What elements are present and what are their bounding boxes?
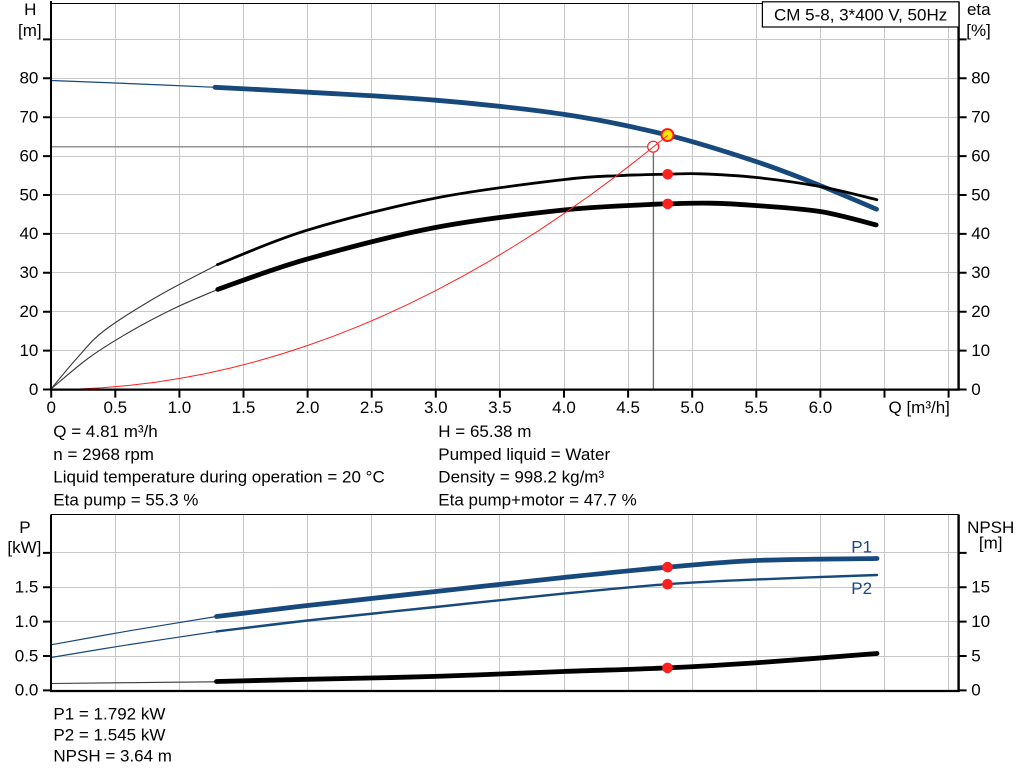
svg-text:1.5: 1.5 [232,398,256,417]
svg-text:H: H [24,0,36,19]
svg-text:0: 0 [971,380,980,399]
svg-text:[m]: [m] [18,21,42,40]
svg-text:30: 30 [19,263,38,282]
svg-text:P2 = 1.545 kW: P2 = 1.545 kW [53,726,165,745]
svg-text:[kW]: [kW] [7,538,41,557]
svg-text:70: 70 [19,108,38,127]
svg-text:0: 0 [46,398,55,417]
svg-text:6.0: 6.0 [809,398,833,417]
svg-text:10: 10 [971,341,990,360]
svg-text:20: 20 [19,302,38,321]
svg-text:Density = 998.2 kg/m³: Density = 998.2 kg/m³ [438,468,604,487]
svg-text:40: 40 [971,224,990,243]
svg-text:60: 60 [971,146,990,165]
svg-text:0: 0 [29,380,38,399]
svg-text:Q = 4.81 m³/h: Q = 4.81 m³/h [53,422,157,441]
svg-text:1.5: 1.5 [15,578,39,597]
svg-text:0: 0 [971,681,980,700]
svg-text:H = 65.38 m: H = 65.38 m [438,422,531,441]
svg-text:5: 5 [971,646,980,665]
svg-text:P: P [19,518,30,537]
svg-text:Eta pump+motor = 47.7 %: Eta pump+motor = 47.7 % [438,491,636,510]
svg-text:[%]: [%] [966,21,991,40]
svg-text:80: 80 [971,69,990,88]
svg-text:30: 30 [971,263,990,282]
svg-text:5.0: 5.0 [680,398,704,417]
svg-text:n = 2968 rpm: n = 2968 rpm [53,445,154,464]
svg-text:10: 10 [971,612,990,631]
svg-text:[m]: [m] [979,534,1003,553]
svg-text:4.0: 4.0 [552,398,576,417]
svg-text:NPSH: NPSH [967,518,1014,537]
svg-text:15: 15 [971,578,990,597]
svg-text:CM 5-8, 3*400 V, 50Hz: CM 5-8, 3*400 V, 50Hz [774,6,947,25]
svg-text:0.5: 0.5 [15,646,39,665]
svg-text:50: 50 [971,185,990,204]
svg-text:P1: P1 [851,538,872,557]
svg-text:5.5: 5.5 [744,398,768,417]
svg-text:2.5: 2.5 [360,398,384,417]
svg-text:60: 60 [19,146,38,165]
svg-text:Q [m³/h]: Q [m³/h] [889,398,950,417]
svg-text:3.5: 3.5 [488,398,512,417]
svg-text:10: 10 [19,341,38,360]
svg-text:NPSH = 3.64 m: NPSH = 3.64 m [53,747,172,766]
svg-text:20: 20 [971,302,990,321]
svg-text:Pumped liquid = Water: Pumped liquid = Water [438,445,610,464]
svg-text:P1 = 1.792 kW: P1 = 1.792 kW [53,705,165,724]
svg-text:Eta pump = 55.3 %: Eta pump = 55.3 % [53,491,198,510]
svg-text:50: 50 [19,185,38,204]
svg-text:P2: P2 [851,579,872,598]
svg-text:40: 40 [19,224,38,243]
svg-text:1.0: 1.0 [168,398,192,417]
svg-text:70: 70 [971,108,990,127]
svg-text:eta: eta [967,0,991,19]
svg-text:0.0: 0.0 [15,681,39,700]
svg-text:3.0: 3.0 [424,398,448,417]
svg-text:2.0: 2.0 [296,398,320,417]
svg-text:4.5: 4.5 [616,398,640,417]
svg-text:80: 80 [19,69,38,88]
svg-text:1.0: 1.0 [15,612,39,631]
svg-text:Liquid temperature during oper: Liquid temperature during operation = 20… [53,468,384,487]
svg-text:0.5: 0.5 [103,398,127,417]
